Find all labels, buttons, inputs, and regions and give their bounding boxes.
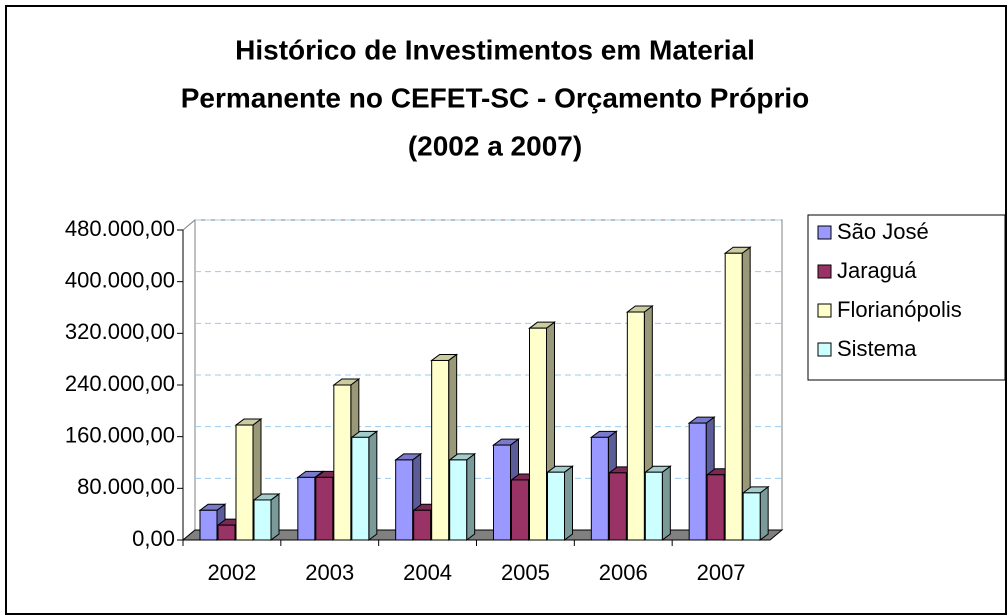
legend-label: Jaraguá <box>837 258 917 283</box>
bar <box>395 459 414 541</box>
legend-swatch <box>817 342 832 357</box>
y-tick-label: 80.000,00 <box>77 474 175 499</box>
bar <box>413 509 432 541</box>
bar <box>608 472 627 541</box>
x-tick-label: 2002 <box>207 560 256 585</box>
y-tick-label: 480.000,00 <box>65 216 175 241</box>
legend-label: Sistema <box>837 336 917 361</box>
chart-title: Histórico de Investimentos em Material <box>235 34 755 65</box>
bar-side <box>368 430 378 541</box>
bar <box>333 384 352 541</box>
bar <box>511 479 529 541</box>
legend-box <box>807 214 1006 381</box>
bar <box>199 509 218 541</box>
bar-side <box>759 485 769 541</box>
bar <box>644 471 663 541</box>
bar-side <box>564 465 573 541</box>
y-tick-label: 320.000,00 <box>65 319 175 344</box>
bar <box>449 459 468 541</box>
legend-label: Florianópolis <box>837 297 962 322</box>
bar <box>547 471 565 541</box>
legend-swatch <box>817 303 832 318</box>
bar <box>706 474 725 541</box>
bar <box>253 499 272 541</box>
bar <box>742 492 761 541</box>
x-tick-label: 2005 <box>501 560 550 585</box>
x-tick-label: 2004 <box>403 560 452 585</box>
bar <box>315 476 334 541</box>
y-tick-label: 240.000,00 <box>65 371 175 396</box>
bar <box>217 524 236 541</box>
bar <box>688 422 707 541</box>
bar-side <box>661 465 671 541</box>
bar <box>431 359 450 541</box>
legend-swatch <box>817 264 832 279</box>
chart-title: (2002 a 2007) <box>408 130 582 161</box>
bar <box>626 311 645 541</box>
bar <box>351 436 370 541</box>
bar <box>590 436 609 541</box>
bar-side <box>270 492 280 541</box>
y-tick-label: 0,00 <box>132 526 175 551</box>
bar <box>493 444 511 541</box>
chart-title: Permanente no CEFET-SC - Orçamento Própr… <box>181 82 810 113</box>
x-tick-label: 2003 <box>305 560 354 585</box>
bar <box>297 476 316 541</box>
x-tick-label: 2006 <box>599 560 648 585</box>
side-wall <box>182 218 196 542</box>
legend-swatch <box>817 225 832 240</box>
y-tick-label: 160.000,00 <box>65 422 175 447</box>
y-tick-label: 400.000,00 <box>65 267 175 292</box>
bar <box>235 424 254 541</box>
bar <box>529 327 547 541</box>
x-tick-label: 2007 <box>697 560 746 585</box>
bar-side <box>466 452 476 541</box>
bar <box>724 252 743 541</box>
legend-label: São José <box>837 219 929 244</box>
